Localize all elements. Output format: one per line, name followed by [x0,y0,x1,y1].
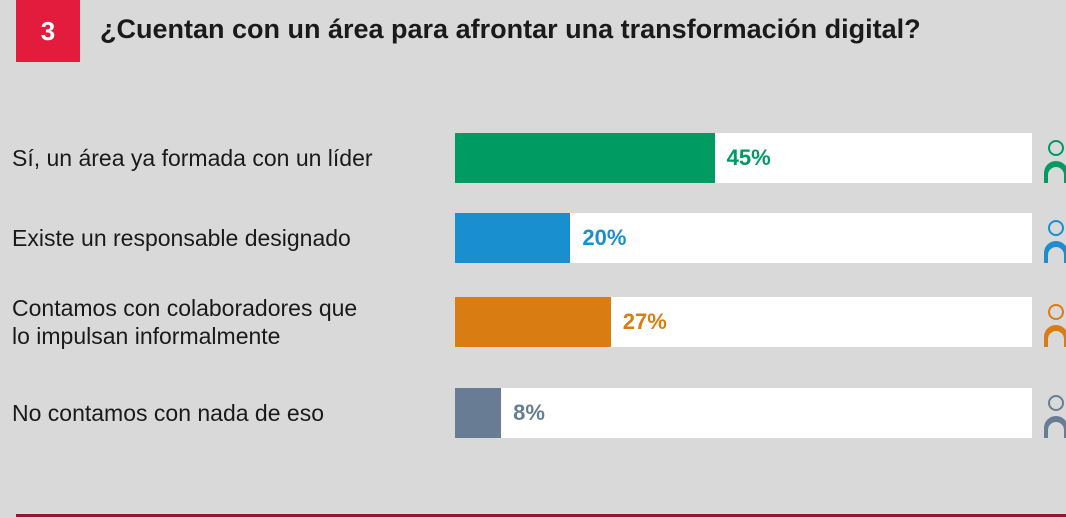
bar [455,388,502,438]
divider [16,514,1066,517]
person-icon [1048,140,1064,156]
person-icon [1048,220,1064,236]
person-icon [1048,167,1064,183]
bar-track [455,388,1032,438]
person-icon [1048,422,1064,438]
person-icon [1048,247,1064,263]
person-icon [1048,331,1064,347]
value-label: 27% [622,309,667,334]
badge: 3 [16,0,80,62]
chart-title: ¿Cuentan con un área para afrontar una t… [100,14,921,44]
bar [455,213,571,263]
bar [455,133,715,183]
category-label: Contamos con colaboradores que lo impuls… [12,295,358,349]
value-label: 20% [582,225,627,250]
category-label: Existe un responsable designado [12,225,351,251]
person-icon [1048,304,1064,320]
value-label: 45% [726,145,771,170]
bar [455,297,611,347]
category-label: No contamos con nada de eso [12,400,324,426]
value-label: 8% [513,400,545,425]
category-label: Sí, un área ya formada con un líder [12,145,373,171]
person-icon [1048,395,1064,411]
